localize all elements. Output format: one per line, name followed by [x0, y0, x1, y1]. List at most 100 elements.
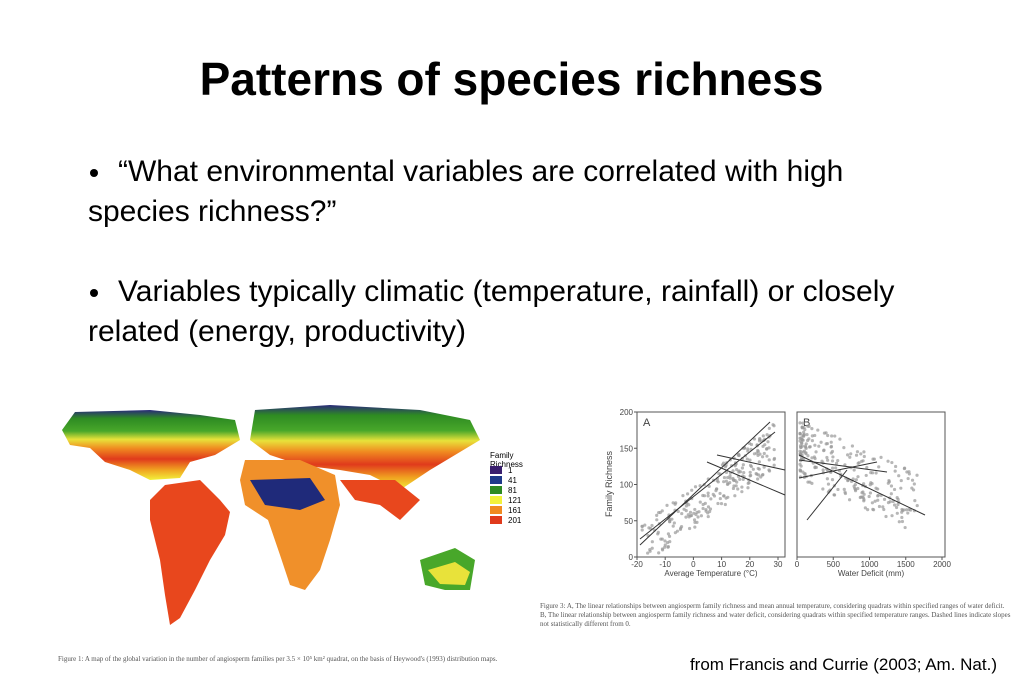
fit-line	[798, 454, 926, 516]
scatter-point	[807, 424, 811, 429]
scatter-point	[765, 454, 769, 458]
scatter-point	[707, 484, 711, 488]
scatter-point	[737, 470, 741, 474]
scatter-point	[890, 514, 894, 518]
scatter-point	[732, 484, 736, 488]
scatter-point	[722, 475, 727, 480]
y-tick-label: 150	[620, 444, 634, 453]
scatter-point	[798, 432, 802, 436]
scatter-point	[912, 482, 916, 486]
plot-frame	[636, 411, 786, 558]
scatter-point	[767, 458, 771, 462]
scatter-point	[718, 491, 722, 496]
scatter-point	[892, 487, 897, 492]
scatter-point	[868, 491, 873, 495]
scatter-point	[640, 524, 644, 528]
scatter-point	[900, 515, 904, 520]
scatter-point	[740, 485, 744, 489]
scatter-point	[723, 502, 727, 507]
scatter-point	[822, 449, 826, 453]
scatter-point	[706, 514, 710, 519]
scatter-point	[879, 455, 883, 459]
scatter-point	[825, 455, 829, 460]
scatter-point	[802, 450, 806, 454]
world-map	[62, 405, 480, 625]
y-tick-label: 0	[629, 553, 634, 562]
scatter-point	[760, 473, 765, 477]
scatter-point	[676, 509, 680, 514]
x-tick-label: 10	[717, 560, 726, 569]
scatter-point	[692, 518, 697, 522]
scatter-point	[877, 465, 881, 469]
scatter-point	[908, 508, 913, 512]
scatter-point	[722, 480, 726, 484]
scatter-point	[726, 495, 730, 499]
scatter-point	[817, 444, 821, 448]
scatter-point	[876, 498, 880, 502]
scatter-point	[655, 513, 659, 517]
figure-caption: Figure 1: A map of the global variation …	[58, 655, 498, 663]
scatter-point	[805, 432, 809, 437]
scatter-point	[772, 463, 776, 467]
scatter-point	[740, 466, 745, 470]
scatter-point	[820, 459, 824, 463]
scatter-point	[913, 499, 917, 503]
scatter-point	[862, 450, 866, 454]
x-tick-label: -20	[631, 560, 643, 569]
scatter-point	[660, 548, 665, 552]
fit-line	[706, 461, 786, 496]
scatter-point	[798, 444, 803, 448]
scatter-point	[738, 477, 742, 481]
scatter-point	[900, 519, 905, 524]
scatter-point	[843, 463, 847, 467]
scatter-point	[687, 515, 691, 519]
scatter-point	[862, 492, 866, 496]
scatter-point	[832, 493, 836, 497]
scatter-point	[657, 510, 661, 515]
bullet: “What environmental variables are correl…	[88, 152, 938, 232]
scatter-point	[838, 437, 842, 441]
legend-label: 201	[508, 516, 522, 525]
scatter-point	[737, 452, 741, 456]
scatter-point	[819, 440, 823, 444]
scatter-point	[863, 506, 867, 510]
scatter-point	[693, 507, 697, 512]
x-tick-label: 0	[691, 560, 696, 569]
scatter-point	[808, 445, 812, 449]
scatter-point	[882, 507, 886, 512]
y-axis-label: Family Richness	[604, 450, 614, 517]
scatter-point	[643, 523, 647, 527]
fit-line	[798, 461, 878, 479]
fit-line	[639, 421, 771, 546]
legend-label: 81	[508, 486, 517, 495]
scatter-point	[897, 474, 901, 478]
scatter-point	[772, 457, 776, 462]
legend-label: 121	[508, 496, 522, 505]
scatter-point	[915, 473, 919, 477]
scatter-point	[808, 480, 812, 484]
scatter-point	[721, 461, 726, 465]
scatter-point	[771, 423, 775, 427]
scatter-point	[865, 465, 869, 470]
fit-line	[806, 469, 848, 521]
scatter-point	[719, 502, 724, 506]
scatter-point	[890, 460, 894, 465]
scatter-point	[851, 477, 855, 481]
scatter-point	[830, 449, 835, 454]
x-tick-label: 500	[827, 560, 841, 569]
scatter-point	[907, 470, 911, 474]
x-axis-label: Average Temperature (°C)	[664, 569, 758, 578]
scatter-point	[746, 486, 750, 490]
scatter-point	[752, 452, 757, 456]
scatter-point	[703, 501, 707, 505]
scatter-point	[746, 449, 750, 453]
scatter-point	[870, 501, 874, 505]
scatter-point	[762, 465, 766, 469]
scatter-point	[803, 472, 807, 476]
scatter-point	[899, 478, 903, 483]
scatter-point	[810, 439, 814, 443]
scatter-point	[648, 549, 652, 553]
